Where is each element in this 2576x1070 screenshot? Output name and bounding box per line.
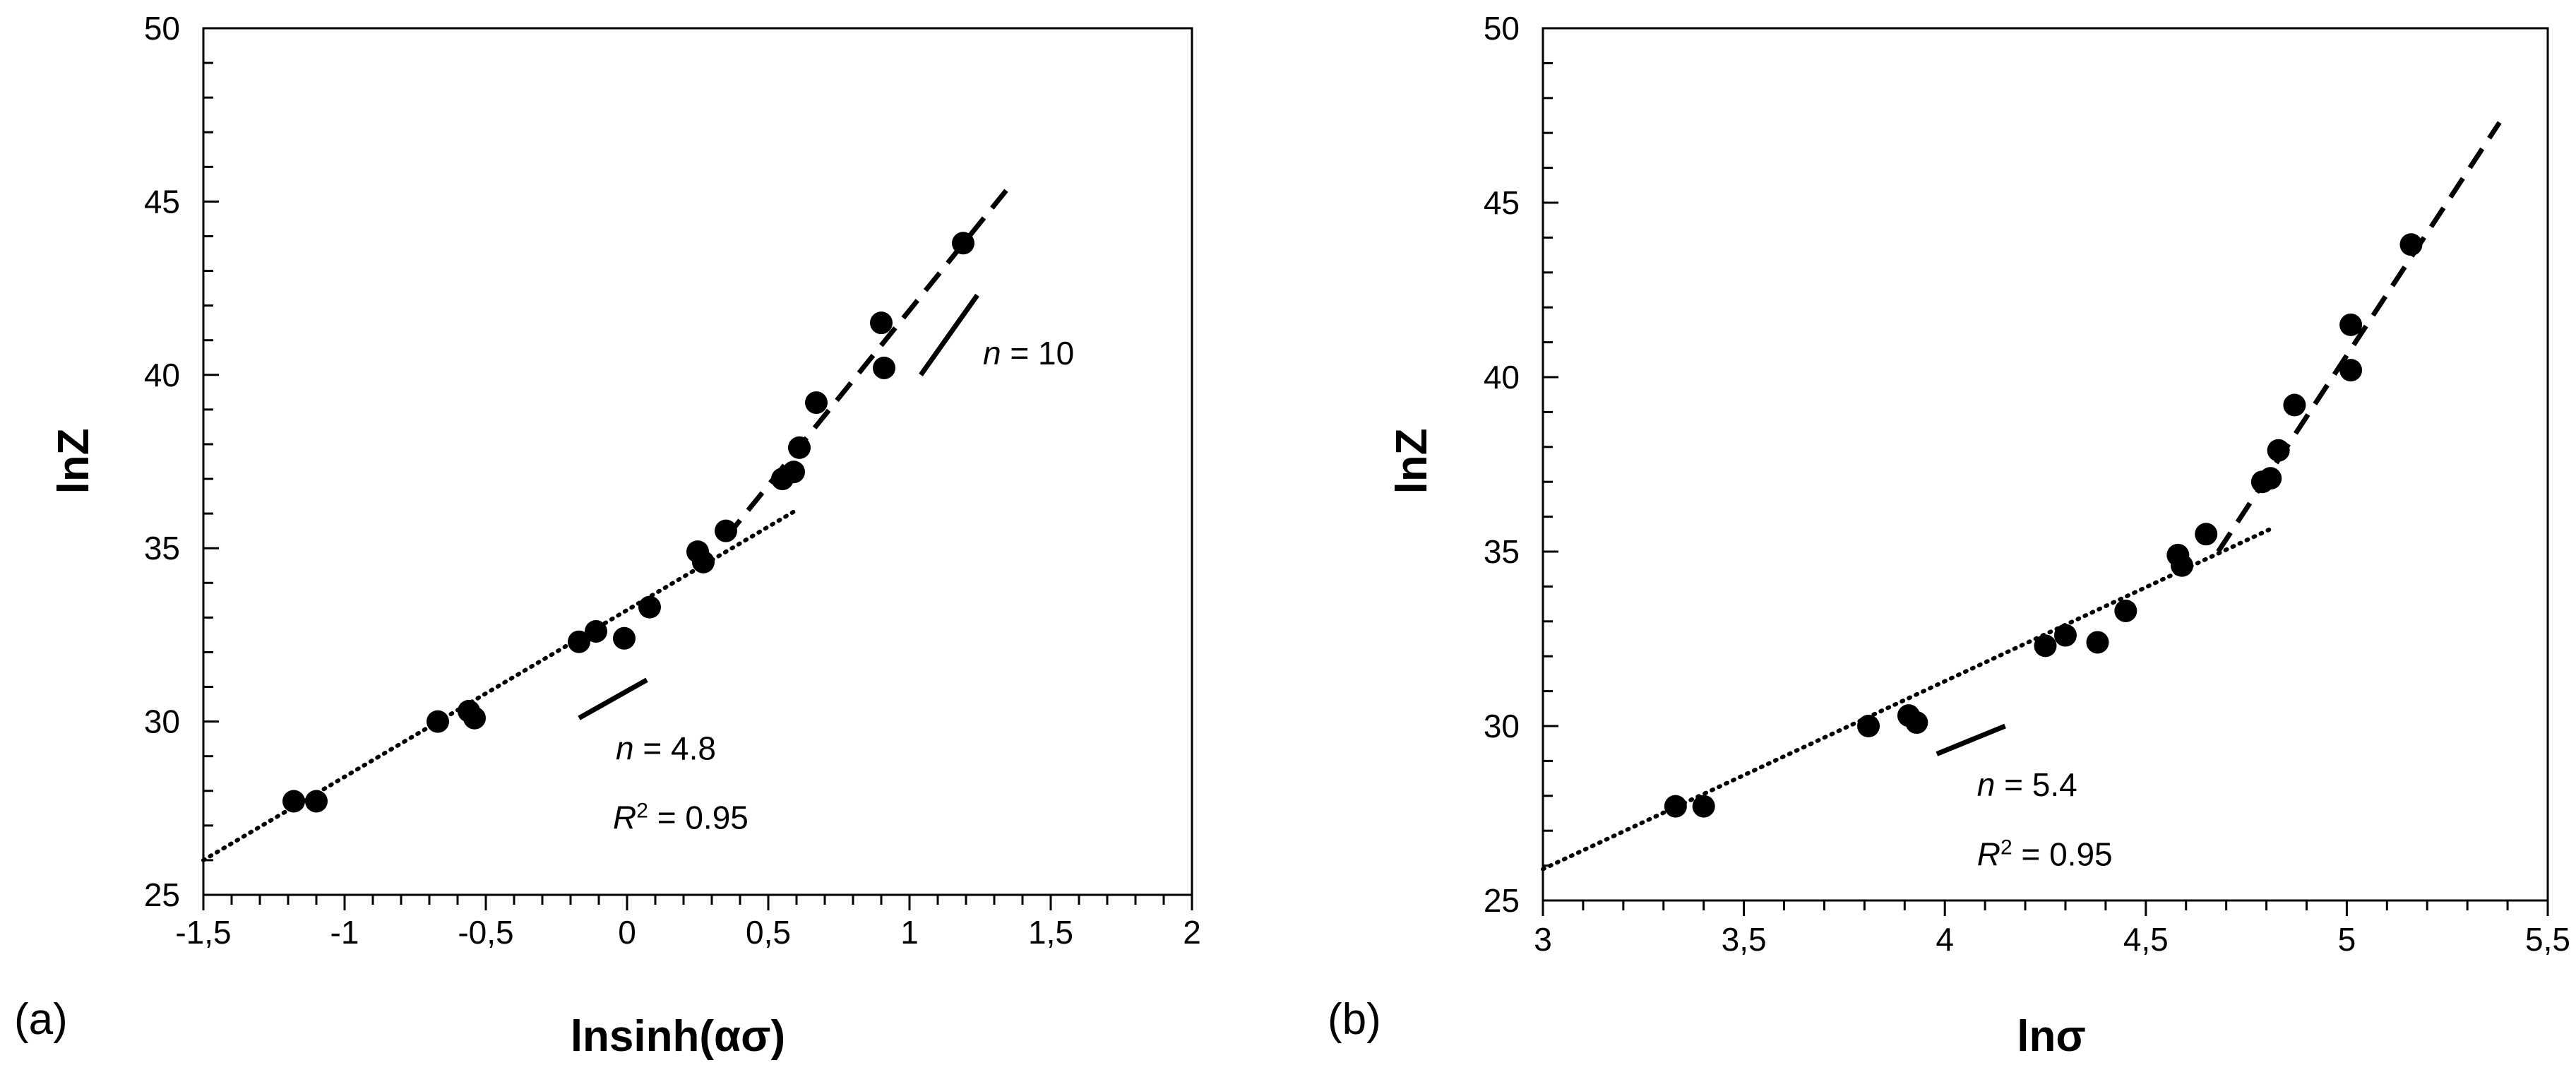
annotation: n = 10 <box>983 335 1074 371</box>
x-tick-label: 4 <box>1936 921 1954 958</box>
y-tick-label: 25 <box>1484 882 1520 919</box>
annotation: R2 = 0.95 <box>613 799 749 836</box>
annotation-value: = 0.95 <box>648 799 749 836</box>
data-point <box>1664 795 1687 818</box>
y-tick-label: 45 <box>144 183 180 220</box>
plot-frame <box>202 27 1193 896</box>
data-point <box>2171 554 2194 577</box>
y-axis-title: lnZ <box>49 429 98 494</box>
data-point <box>692 550 715 573</box>
dotted-fit-line <box>1541 525 2277 872</box>
data-point <box>568 630 590 653</box>
data-point <box>2053 624 2077 647</box>
dashed-fit-line <box>724 179 1016 540</box>
x-tick-label: 0 <box>618 914 636 951</box>
x-tick-label: 0,5 <box>746 914 791 951</box>
x-tick-label: -0,5 <box>458 914 513 951</box>
x-axis-title: lnσ <box>2017 1012 2086 1061</box>
y-tick-label: 40 <box>144 357 180 393</box>
data-point <box>2195 523 2218 546</box>
annotation-superscript: 2 <box>2000 836 2012 859</box>
x-tick-label: 1,5 <box>1028 914 1073 951</box>
data-point <box>585 619 607 643</box>
y-tick-label: 30 <box>1484 708 1520 744</box>
y-tick-label: 50 <box>1484 10 1520 47</box>
data-point <box>463 706 486 730</box>
data-point <box>2034 634 2057 658</box>
chart-panel-1: 3 3,5 4 4,5 5 5,5 25 30 35 40 45 50 n = 5.4 R2 = 0.95… <box>1328 10 2570 1061</box>
x-tick-label: 4,5 <box>2123 921 2169 958</box>
annotation-variable: n <box>616 730 634 767</box>
data-point <box>873 356 895 379</box>
y-tick-label: 35 <box>144 530 180 566</box>
data-point <box>952 232 974 255</box>
data-point <box>427 710 449 733</box>
data-point <box>2283 393 2306 417</box>
annotation-value: = 0.95 <box>2012 836 2113 873</box>
data-point <box>613 626 636 650</box>
x-tick-label: 5,5 <box>2525 921 2570 958</box>
data-point <box>2399 233 2423 256</box>
data-point <box>638 595 661 619</box>
annotation: R2 = 0.95 <box>1977 836 2113 873</box>
y-tick-label: 25 <box>144 876 180 913</box>
data-point <box>805 391 828 415</box>
annotation-variable: n <box>1977 766 1996 803</box>
y-tick-label: 40 <box>1484 359 1520 396</box>
slope-marker <box>578 677 648 720</box>
y-axis-title: lnZ <box>1388 429 1436 494</box>
data-point <box>305 790 328 813</box>
y-tick-label: 35 <box>1484 533 1520 570</box>
data-point <box>1692 795 1715 818</box>
annotation: n = 5.4 <box>1977 766 2077 803</box>
data-point <box>2339 359 2363 382</box>
data-point <box>782 460 805 484</box>
annotation-value: = 10 <box>1001 335 1075 371</box>
data-point <box>1905 711 1928 735</box>
annotation: n = 4.8 <box>616 730 716 767</box>
x-tick-label: 1 <box>900 914 919 951</box>
panel-label: (b) <box>1328 995 1381 1044</box>
annotation-superscript: 2 <box>636 799 648 822</box>
x-axis-title: lnsinh(ασ) <box>571 1012 785 1061</box>
data-point <box>2114 599 2137 622</box>
plot-frame <box>1542 27 2549 902</box>
annotation-variable: R <box>1977 836 2000 873</box>
data-point <box>2339 313 2363 336</box>
slope-marker <box>1936 723 2006 756</box>
slope-marker <box>919 293 979 376</box>
data-point <box>870 311 893 335</box>
data-point <box>2267 439 2290 462</box>
data-point <box>2259 467 2282 490</box>
annotation-value: = 5.4 <box>1995 766 2077 803</box>
panel-label: (a) <box>14 995 68 1044</box>
annotation-variable: n <box>983 335 1001 371</box>
annotation-value: = 4.8 <box>634 730 716 767</box>
y-tick-label: 45 <box>1484 184 1520 221</box>
x-tick-label: -1 <box>330 914 359 951</box>
x-tick-label: 3 <box>1534 921 1552 958</box>
x-tick-label: -1,5 <box>175 914 231 951</box>
annotation-variable: R <box>613 799 636 836</box>
x-tick-label: 3,5 <box>1722 921 1767 958</box>
data-point <box>2086 631 2109 654</box>
y-tick-label: 30 <box>144 703 180 740</box>
x-tick-label: 2 <box>1183 914 1201 951</box>
data-point <box>282 790 305 813</box>
data-point <box>715 519 737 542</box>
data-point <box>788 436 811 459</box>
data-point <box>1857 715 1880 737</box>
y-tick-label: 50 <box>144 10 180 47</box>
x-tick-label: 5 <box>2338 921 2356 958</box>
